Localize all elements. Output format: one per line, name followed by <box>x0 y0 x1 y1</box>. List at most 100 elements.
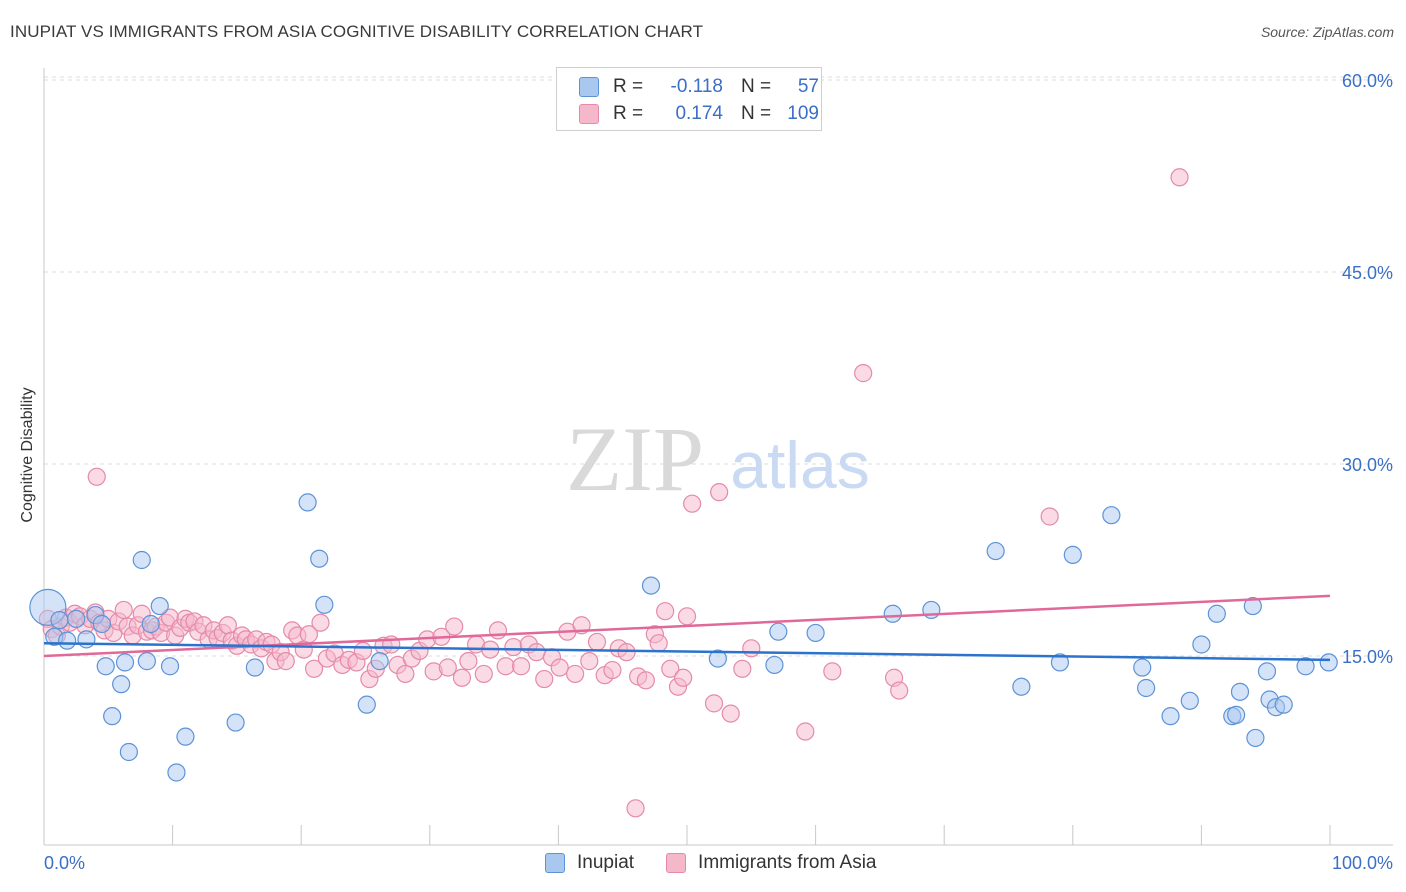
inupiat-point <box>1296 657 1315 676</box>
tick-labels: 15.0% 30.0% 45.0% 60.0% 0.0% 100.0% <box>44 71 1393 873</box>
immigrants-from-asia-point <box>823 662 842 681</box>
immigrants-from-asia-point <box>311 613 330 632</box>
inupiat-point <box>96 657 115 676</box>
inupiat-point <box>1319 653 1338 672</box>
immigrants-from-asia-point <box>527 643 546 662</box>
y-tick-label: 30.0% <box>1342 455 1393 475</box>
x-tick-label-max: 100.0% <box>1332 853 1393 873</box>
immigrants-from-asia-point <box>704 694 724 713</box>
immigrants-from-asia-point <box>566 664 585 684</box>
legend-swatch-inupiat <box>579 77 599 97</box>
inupiat-point <box>103 707 122 726</box>
trend-line-inupiat <box>43 641 1331 662</box>
inupiat-point <box>357 695 376 714</box>
inupiat-point <box>765 655 784 675</box>
immigrants-from-asia-point <box>512 657 531 676</box>
inupiat-point <box>1137 678 1156 698</box>
immigrants-from-asia-point <box>674 668 693 687</box>
immigrants-from-asia-point <box>353 641 373 660</box>
inupiat-point <box>150 596 169 616</box>
immigrants-from-asia-point <box>649 634 668 653</box>
series-legend: Inupiat Immigrants from Asia <box>545 852 908 874</box>
inupiat-point <box>137 652 156 671</box>
immigrants-from-asia-point <box>87 467 106 486</box>
legend-row-immigrants-from-asia: R = 0.174 N = 109 <box>579 102 819 126</box>
inupiat-point <box>806 623 825 643</box>
inupiat-point <box>1161 707 1180 726</box>
inupiat-point <box>1230 682 1250 701</box>
legend-item-inupiat[interactable]: Inupiat <box>545 852 634 874</box>
immigrants-from-asia-point <box>488 621 508 640</box>
immigrants-from-asia-point <box>535 669 554 689</box>
inupiat-point <box>708 649 727 668</box>
inupiat-point <box>115 653 135 672</box>
immigrants-from-asia-point <box>656 602 675 621</box>
immigrants-from-asia-point <box>474 664 493 684</box>
immigrants-from-asia-point <box>218 616 237 635</box>
inupiat-point <box>1050 653 1070 672</box>
axes <box>43 68 1393 846</box>
legend-swatch-inupiat <box>545 853 565 873</box>
immigrants-from-asia-point <box>661 659 680 678</box>
inupiat-point <box>641 576 661 595</box>
immigrants-from-asia-point <box>396 664 415 684</box>
y-tick-label: 60.0% <box>1342 71 1393 91</box>
inupiat-point <box>986 541 1005 561</box>
legend-label-inupiat: Inupiat <box>577 852 635 873</box>
legend-r-label: R = <box>613 76 644 97</box>
inupiat-point <box>315 595 334 614</box>
y-tick-label: 45.0% <box>1342 263 1393 283</box>
immigrants-from-asia-point <box>452 668 472 687</box>
inupiat-point <box>883 604 902 623</box>
watermark-atlas: atlas <box>730 428 869 502</box>
immigrants-from-asia-point <box>114 600 133 620</box>
immigrants-from-asia-point <box>459 652 478 671</box>
inupiat-point <box>1133 658 1152 677</box>
legend-swatch-immigrants-from-asia <box>666 853 687 873</box>
immigrants-from-asia-point <box>890 681 909 700</box>
legend-label-immigrants-from-asia: Immigrants from Asia <box>698 852 877 873</box>
inupiat-point <box>77 630 96 649</box>
legend-n-value: 109 <box>787 103 819 124</box>
inupiat-point <box>370 652 389 671</box>
legend-row-inupiat: R = -0.118 N = 57 <box>579 75 819 99</box>
immigrants-from-asia-point <box>304 659 324 678</box>
inupiat-point <box>310 549 329 568</box>
immigrants-from-asia-point <box>721 704 740 723</box>
inupiat-point <box>226 713 245 732</box>
legend-n-value: 57 <box>797 76 819 97</box>
immigrants-from-asia-point <box>438 658 457 677</box>
inupiat-point <box>1274 695 1293 714</box>
immigrants-from-asia-point <box>550 658 569 677</box>
correlation-legend: R = -0.118 N = 57 R = 0.174 N = 109 <box>556 67 822 131</box>
inupiat-point <box>769 622 788 641</box>
chart-title: INUPIAT VS IMMIGRANTS FROM ASIA COGNITIV… <box>10 22 704 41</box>
immigrants-from-asia-point <box>733 659 752 678</box>
immigrants-from-asia-point <box>854 364 873 383</box>
inupiat-point <box>245 658 265 677</box>
legend-n-label: N = <box>741 76 772 97</box>
inupiat-point <box>160 657 180 676</box>
inupiat-point <box>50 611 69 630</box>
inupiat-point <box>1180 691 1199 710</box>
inupiat-point <box>132 550 151 570</box>
immigrants-from-asia-point <box>1040 507 1059 526</box>
legend-n-label: N = <box>741 103 772 124</box>
trend-lines <box>43 594 1331 662</box>
inupiat-point <box>167 763 186 782</box>
inupiat-point <box>58 631 77 650</box>
immigrants-from-asia-point <box>683 494 702 513</box>
immigrants-from-asia-point <box>636 671 655 690</box>
legend-item-immigrants-from-asia[interactable]: Immigrants from Asia <box>666 852 876 874</box>
inupiat-point <box>1102 506 1121 525</box>
inupiat-point <box>298 493 317 512</box>
source-label: Source: ZipAtlas.com <box>1260 24 1394 40</box>
immigrants-from-asia-point <box>742 639 761 658</box>
watermark-zip: ZIP <box>566 408 704 510</box>
y-tick-label: 15.0% <box>1342 647 1393 667</box>
inupiat-point <box>176 727 195 746</box>
immigrants-from-asia-point <box>677 607 697 626</box>
legend-r-value: 0.174 <box>675 103 723 124</box>
immigrants-from-asia-point <box>603 660 622 680</box>
immigrants-from-asia-point <box>1170 168 1189 187</box>
